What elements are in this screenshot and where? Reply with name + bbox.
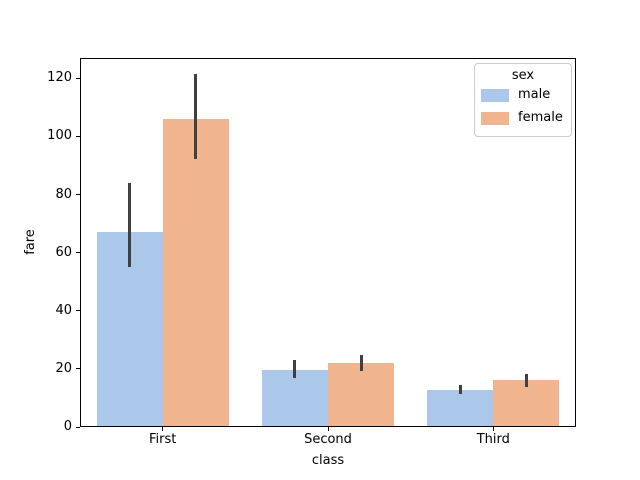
x-tick-label-second: Second: [304, 432, 352, 447]
y-tick-80: [76, 194, 80, 196]
bar-third-female: [493, 380, 560, 426]
legend-title: sex: [511, 68, 535, 83]
x-tick-first: [162, 427, 164, 431]
x-tick-label-third: Third: [476, 432, 510, 447]
bar-second-female: [328, 363, 395, 426]
y-tick-20: [76, 368, 80, 370]
legend: sex male female: [474, 63, 572, 137]
errorbar-first-male: [128, 182, 132, 268]
y-tick-0: [76, 426, 80, 428]
errorbar-third-female: [524, 373, 528, 387]
y-tick-label-40: 40: [55, 302, 72, 318]
errorbar-second-female: [359, 354, 363, 372]
bar-second-male: [261, 369, 328, 426]
x-tick-second: [327, 427, 329, 431]
y-tick-label-60: 60: [55, 244, 72, 260]
bar-third-male: [427, 390, 494, 426]
y-tick-120: [76, 77, 80, 79]
male-color-swatch: [481, 88, 509, 102]
errorbar-third-male: [458, 385, 462, 395]
errorbar-second-male: [293, 360, 297, 379]
y-tick-label-80: 80: [55, 186, 72, 202]
female-color-swatch: [481, 111, 509, 125]
y-tick-label-120: 120: [47, 70, 72, 86]
x-axis-label: class: [311, 453, 345, 468]
legend-label-male: male: [518, 87, 551, 102]
bar-first-female: [162, 118, 229, 426]
x-tick-label-first: First: [148, 432, 177, 447]
x-tick-third: [492, 427, 494, 431]
y-tick-label-20: 20: [55, 360, 72, 376]
errorbar-first-female: [194, 73, 198, 160]
y-tick-60: [76, 252, 80, 254]
y-tick-label-0: 0: [63, 419, 72, 434]
y-tick-40: [76, 310, 80, 312]
legend-item-male: male: [481, 88, 565, 102]
y-tick-100: [76, 135, 80, 137]
legend-label-female: female: [518, 110, 563, 125]
y-tick-label-100: 100: [47, 128, 72, 144]
legend-item-female: female: [481, 111, 565, 125]
